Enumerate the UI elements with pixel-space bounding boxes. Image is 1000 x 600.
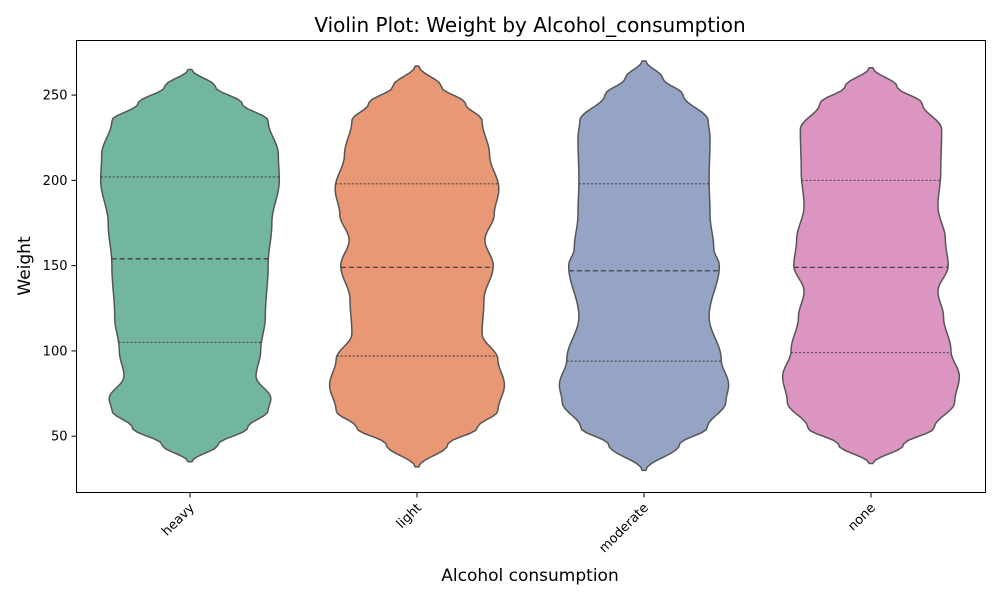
x-tick-label-none: none: [845, 501, 879, 535]
y-tick-label: 50: [51, 430, 68, 445]
chart-title: Violin Plot: Weight by Alcohol_consumpti…: [314, 13, 745, 37]
x-tick-label-heavy: heavy: [159, 501, 198, 540]
violin-moderate: [558, 60, 730, 472]
violin-light: [328, 65, 506, 468]
x-tick-label-light: light: [394, 501, 425, 532]
violin-none: [781, 67, 961, 465]
x-axis: heavy light moderate none: [159, 492, 879, 556]
violins-group: [99, 60, 961, 472]
y-tick-label: 150: [43, 259, 68, 274]
y-tick-label: 200: [43, 174, 68, 189]
x-axis-label: Alcohol consumption: [441, 566, 618, 586]
violin-heavy: [99, 68, 281, 463]
y-axis-label: Weight: [15, 236, 35, 296]
y-tick-label: 250: [43, 89, 68, 104]
x-tick-label-moderate: moderate: [596, 501, 651, 556]
y-tick-label: 100: [43, 344, 68, 359]
y-axis: 50 100 150 200 250: [43, 89, 77, 445]
